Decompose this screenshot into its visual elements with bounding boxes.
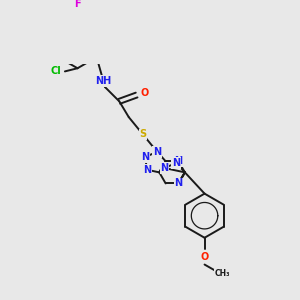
Text: N: N bbox=[172, 158, 180, 168]
Text: N: N bbox=[174, 156, 182, 166]
Text: NH: NH bbox=[95, 76, 112, 86]
Text: N: N bbox=[143, 165, 151, 175]
Text: CH₃: CH₃ bbox=[214, 269, 230, 278]
Text: F: F bbox=[74, 0, 81, 9]
Text: N: N bbox=[174, 178, 182, 188]
Text: Cl: Cl bbox=[50, 66, 61, 76]
Text: N: N bbox=[141, 152, 149, 162]
Text: S: S bbox=[140, 129, 146, 140]
Text: O: O bbox=[200, 252, 209, 262]
Text: O: O bbox=[140, 88, 148, 98]
Text: N: N bbox=[160, 163, 169, 173]
Text: N: N bbox=[153, 147, 161, 157]
